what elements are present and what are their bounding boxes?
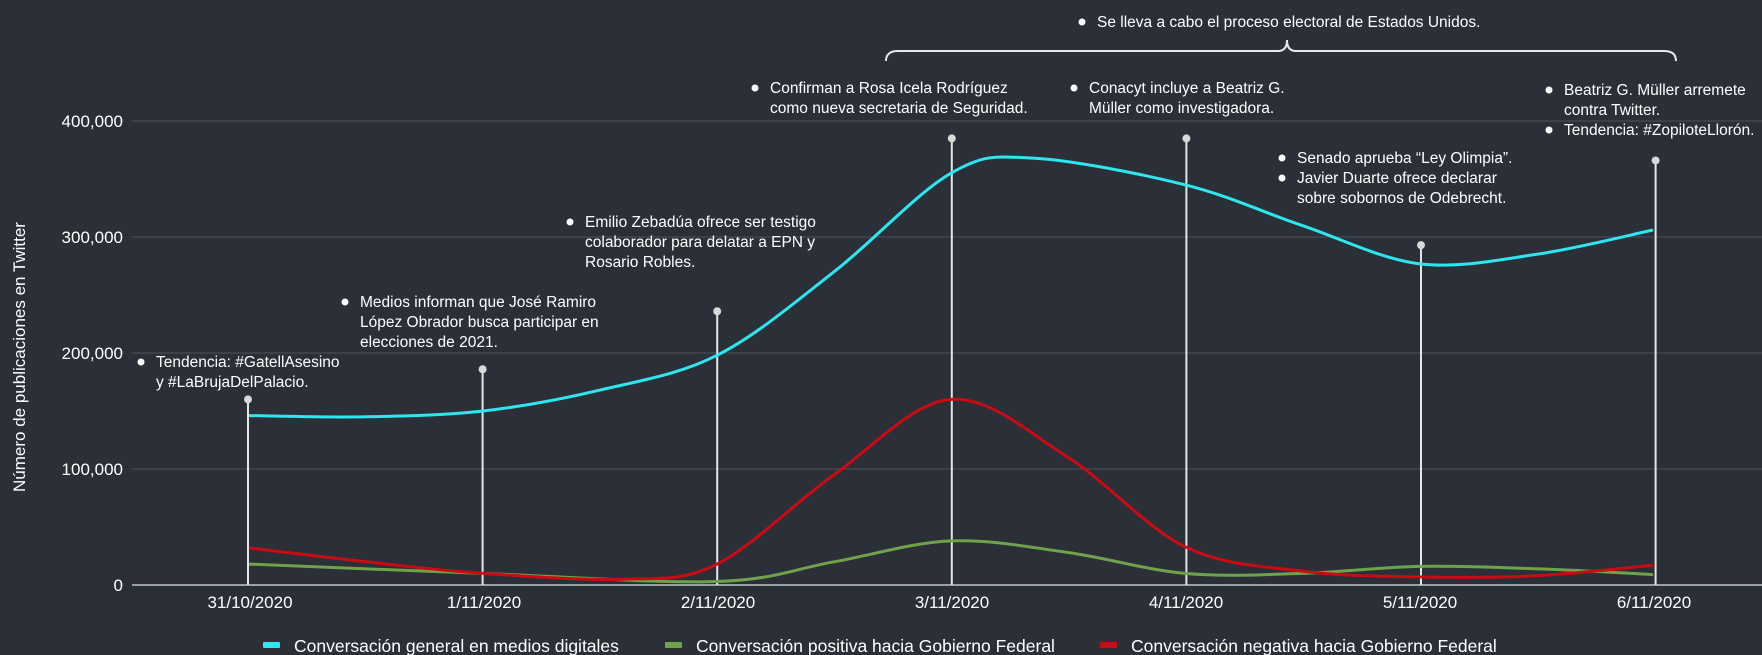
- annotation: Tendencia: #GatellAsesino y #LaBrujaDelPa…: [137, 354, 340, 391]
- y-tick-label: 100,000: [62, 460, 123, 479]
- annotation-text: Javier Duarte ofrece declarar: [1297, 170, 1497, 187]
- annotation-text: Conacyt incluye a Beatriz G.: [1089, 80, 1285, 97]
- legend-swatch: [665, 642, 682, 648]
- event-markers: [244, 134, 1660, 585]
- annotation-text: Tendencia: #ZopiloteLlorón.: [1564, 122, 1754, 139]
- y-tick-label: 400,000: [62, 112, 123, 131]
- annotation-text: Senado aprueba “Ley Olimpia”.: [1297, 150, 1512, 167]
- annotation: Beatriz G. Müller arremete contra Twitter…: [1545, 82, 1746, 119]
- y-tick-label: 300,000: [62, 228, 123, 247]
- event-marker-dot: [1182, 134, 1191, 143]
- legend-swatch: [1100, 642, 1117, 648]
- event-marker-dot: [244, 395, 252, 404]
- annotation: Conacyt incluye a Beatriz G. Müller como …: [1070, 80, 1285, 117]
- x-tick-label: 4/11/2020: [1149, 593, 1223, 612]
- annotation-bullet: [341, 298, 349, 306]
- event-marker-dot: [713, 307, 722, 316]
- annotation-bullet: [1278, 174, 1286, 182]
- annotation: Se lleva a cabo el proceso electoral de …: [1078, 14, 1480, 31]
- legend-swatch: [263, 642, 280, 648]
- annotation-text: López Obrador busca participar en: [360, 314, 599, 331]
- series-line-general: [248, 155, 1654, 419]
- annotation-bullet: [1078, 18, 1086, 26]
- event-marker-dot: [1651, 156, 1660, 165]
- x-tick-label: 31/10/2020: [207, 593, 292, 612]
- annotation-text: Medios informan que José Ramiro: [360, 294, 596, 311]
- annotation-text: Emilio Zebadúa ofrece ser testigo: [585, 214, 816, 231]
- annotation-text: elecciones de 2021.: [360, 334, 498, 351]
- x-tick-label: 6/11/2020: [1617, 593, 1691, 612]
- x-tick-label: 2/11/2020: [681, 593, 755, 612]
- annotation-text: Rosario Robles.: [585, 254, 695, 271]
- grid-lines: [132, 120, 1762, 470]
- annotation-bullet: [1070, 84, 1078, 92]
- event-marker-dot: [947, 134, 956, 143]
- annotation-text: y #LaBrujaDelPalacio.: [156, 374, 309, 391]
- annotation-text: Beatriz G. Müller arremete: [1564, 82, 1746, 99]
- annotation-text: Confirman a Rosa Icela Rodríguez: [770, 80, 1008, 97]
- annotation-text: Tendencia: #GatellAsesino: [156, 354, 340, 371]
- event-marker-dot: [478, 365, 487, 374]
- x-tick-label: 1/11/2020: [447, 593, 521, 612]
- annotation-text: colaborador para delatar a EPN y: [585, 234, 815, 251]
- y-axis-label: Número de publicaciones en Twitter: [10, 222, 29, 492]
- annotation-text: Se lleva a cabo el proceso electoral de …: [1097, 14, 1480, 31]
- annotation: Confirman a Rosa Icela Rodríguez como nue…: [751, 80, 1028, 117]
- legend: Conversación general en medios digitales…: [263, 636, 1497, 655]
- annotation-bullet: [1278, 154, 1286, 162]
- y-tick-label: 0: [114, 576, 123, 595]
- x-tick-label: 5/11/2020: [1383, 593, 1457, 612]
- annotation: Tendencia: #ZopiloteLlorón.: [1545, 122, 1754, 139]
- legend-label: Conversación general en medios digitales: [294, 636, 619, 655]
- event-marker-dot: [1417, 241, 1425, 250]
- annotation-bullet: [751, 84, 759, 92]
- annotation: Medios informan que José Ramiro López Obr…: [341, 294, 599, 351]
- annotation-text: sobre sobornos de Odebrecht.: [1297, 190, 1506, 207]
- annotation-bullet: [566, 218, 574, 226]
- y-axis-ticks: 0 100,000 200,000 300,000 400,000: [62, 112, 123, 595]
- x-axis-ticks: 31/10/2020 1/11/2020 2/11/2020 3/11/2020 4/1…: [207, 593, 1691, 612]
- event-annotations: Tendencia: #GatellAsesino y #LaBrujaDelPa…: [137, 14, 1754, 391]
- annotation-text: Müller como investigadora.: [1089, 100, 1274, 117]
- annotation: Javier Duarte ofrece declarar sobre sobor…: [1278, 170, 1506, 207]
- legend-label: Conversación negativa hacia Gobierno Fed…: [1131, 636, 1497, 655]
- series-lines: [248, 155, 1654, 584]
- election-brace: [885, 39, 1677, 62]
- annotation: Emilio Zebadúa ofrece ser testigo colabor…: [566, 214, 816, 271]
- annotation-text: como nueva secretaria de Seguridad.: [770, 100, 1028, 117]
- annotation-bullet: [137, 358, 145, 366]
- annotation-bullet: [1545, 86, 1553, 94]
- annotation: Senado aprueba “Ley Olimpia”.: [1278, 150, 1512, 167]
- x-tick-label: 3/11/2020: [915, 593, 989, 612]
- annotation-bullet: [1545, 126, 1553, 134]
- y-tick-label: 200,000: [62, 344, 123, 363]
- annotation-text: contra Twitter.: [1564, 102, 1660, 119]
- series-line-negative: [248, 397, 1654, 581]
- legend-label: Conversación positiva hacia Gobierno Fed…: [696, 636, 1055, 655]
